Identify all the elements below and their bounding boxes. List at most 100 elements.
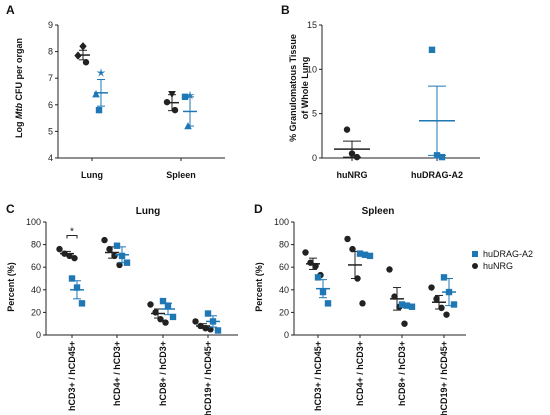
y-tick-label: 4 [48, 153, 53, 163]
data-point [401, 320, 408, 327]
panel-b-cat-hudrag: huDRAG-A2 [411, 170, 463, 180]
data-point [162, 319, 169, 326]
panel-a-axes: 4 5 6 7 8 9 [48, 20, 225, 163]
y-tick-label: 7 [48, 73, 53, 83]
x-category-label: hCD19+ / hCD45+ [439, 341, 449, 415]
panel-c: C Lung Percent (%) 0 20 40 60 80 100 * hCD3+ … [6, 202, 238, 415]
data-point [207, 326, 214, 333]
data-point [192, 318, 199, 325]
data-point [344, 235, 351, 243]
x-category-label: hCD3+ / hCD45+ [313, 341, 323, 411]
data-point [171, 106, 179, 114]
panel-b-marks [334, 46, 455, 161]
y-tick-label: 0 [36, 330, 41, 340]
data-point [443, 311, 450, 318]
panel-d: D Spleen Percent (%) 0 20 40 60 80 100 hCD3+ … [254, 202, 466, 415]
data-point [324, 300, 332, 307]
y-tick-label: 80 [31, 240, 41, 250]
y-tick-label: 80 [279, 240, 289, 250]
legend-label-hudrag: huDRAG-A2 [483, 249, 533, 259]
data-point [356, 250, 364, 257]
x-category-label: hCD8+ / hCD3+ [397, 341, 407, 406]
panel-d-ylabel: Percent (%) [254, 262, 264, 312]
data-point [68, 275, 76, 282]
y-tick-label: 0 [312, 153, 317, 163]
data-point [438, 153, 446, 161]
panel-b-letter: B [281, 3, 290, 17]
data-point [386, 266, 393, 273]
y-tick-label: 20 [31, 307, 41, 317]
data-point [343, 126, 351, 133]
panel-a-ylabel: Log Mtb CFU per organ [14, 38, 24, 138]
data-point [302, 249, 309, 256]
panel-a-letter: A [6, 3, 15, 17]
legend-marker-hunrg [472, 263, 478, 269]
y-tick-label: 40 [31, 285, 41, 295]
panel-b-axes: 0 5 10 15 [307, 20, 480, 163]
panel-b-cat-hunrg: huNRG [337, 170, 368, 180]
data-point [92, 90, 100, 98]
data-point [204, 310, 212, 317]
x-category-label: hCD4+ / hCD3+ [112, 341, 122, 406]
data-point [185, 90, 195, 100]
significance-star: * [70, 227, 74, 238]
y-tick-label: 20 [279, 307, 289, 317]
data-point [169, 313, 177, 321]
data-point [106, 245, 113, 253]
y-tick-label: 100 [274, 217, 289, 227]
panel-d-marks [302, 235, 458, 327]
data-point [82, 59, 90, 66]
data-point [71, 254, 78, 262]
data-point [349, 245, 356, 253]
panel-c-title: Lung [136, 206, 160, 217]
data-point [101, 236, 108, 244]
panel-d-title: Spleen [362, 206, 395, 217]
data-point [214, 327, 222, 334]
panel-c-letter: C [6, 202, 15, 216]
panel-a-cat-lung: Lung [81, 170, 103, 180]
x-category-label: hCD4+ / hCD3+ [355, 341, 365, 406]
panel-c-ylabel: Percent (%) [6, 262, 16, 312]
legend-marker-hudrag [472, 251, 478, 257]
y-tick-label: 9 [48, 20, 53, 30]
data-point [398, 301, 406, 308]
y-tick-label: 15 [307, 20, 317, 30]
panel-d-categories: hCD3+ / hCD45+ hCD4+ / hCD3+ hCD8+ / hCD3+… [313, 341, 449, 415]
y-tick-label: 5 [48, 126, 53, 136]
data-point [428, 46, 436, 54]
legend-label-hunrg: huNRG [483, 261, 513, 271]
legend: huDRAG-A2 huNRG [472, 249, 533, 271]
y-tick-label: 60 [31, 262, 41, 272]
panel-a-cat-spleen: Spleen [166, 170, 196, 180]
data-point [95, 106, 103, 114]
y-tick-label: 8 [48, 47, 53, 57]
data-point [314, 274, 322, 281]
y-tick-label: 60 [279, 262, 289, 272]
x-category-label: hCD8+ / hCD3+ [158, 341, 168, 406]
panel-d-axes: 0 20 40 60 80 100 [274, 217, 466, 340]
panel-b-ylabel-line2: of Whole Lung [300, 57, 310, 119]
data-point [440, 274, 448, 281]
panel-a-marks [74, 42, 197, 130]
y-tick-label: 6 [48, 100, 53, 110]
panel-c-axes: 0 20 40 60 80 100 [26, 217, 238, 340]
data-point [181, 93, 189, 101]
data-point [78, 300, 86, 307]
y-tick-label: 5 [312, 109, 317, 119]
data-point [113, 242, 121, 249]
x-category-label: hCD3+ / hCD45+ [67, 341, 77, 411]
panel-c-marks: * [56, 227, 222, 334]
data-point [450, 301, 458, 308]
data-point [116, 261, 123, 269]
panel-b-ylabel-line1: % Granulomatous Tissue [288, 34, 298, 142]
data-point [366, 252, 374, 260]
data-point [147, 301, 154, 308]
data-point [359, 300, 366, 307]
significance-bracket [66, 235, 78, 239]
y-tick-label: 100 [26, 217, 41, 227]
data-point [433, 295, 440, 303]
panel-b: B % Granulomatous Tissue of Whole Lung 0… [281, 3, 480, 180]
data-point [428, 284, 435, 291]
y-tick-label: 40 [279, 285, 289, 295]
